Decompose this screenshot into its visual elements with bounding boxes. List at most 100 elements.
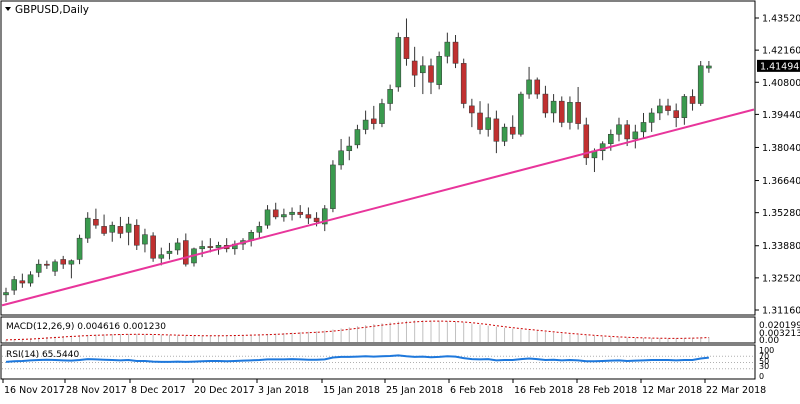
candle-bear[interactable] [313,217,320,222]
current-price-label: 1.41494 [760,61,799,72]
candle-bear[interactable] [44,263,50,266]
candle-bear[interactable] [583,124,590,159]
candle-bull[interactable] [354,129,361,146]
price-tick-label: 1.32520 [762,273,800,284]
candle-bull[interactable] [648,112,655,123]
candle-bull[interactable] [281,214,287,218]
candle-bear[interactable] [297,211,304,215]
candle-bull[interactable] [550,100,557,114]
trendline[interactable] [1,108,755,307]
candle-bull[interactable] [632,131,639,140]
candle-bull[interactable] [362,119,369,130]
candle-bull[interactable] [166,250,173,254]
candle-bull[interactable] [76,237,83,260]
candle-bull[interactable] [289,211,295,215]
candle-bull[interactable] [518,93,524,135]
candle-bear[interactable] [60,259,66,265]
candle-bull[interactable] [199,246,205,250]
candle-bull[interactable] [256,226,263,233]
candle-bull[interactable] [35,263,42,273]
candle-bull[interactable] [3,292,9,296]
triangle-down-icon[interactable] [5,7,11,11]
macd-histogram-group [5,320,710,342]
candle-bull[interactable] [68,260,75,265]
candle-bear[interactable] [207,246,214,248]
candle-bull[interactable] [657,105,663,114]
candle-bull[interactable] [436,56,442,85]
candle-bull[interactable] [11,279,17,291]
candle-bull[interactable] [27,274,34,284]
candle-bull[interactable] [640,122,647,133]
candle-bear[interactable] [665,105,671,111]
candle-bull[interactable] [321,208,328,225]
candle-bear[interactable] [673,110,679,118]
candle-bear[interactable] [689,96,696,104]
candle-bull[interactable] [330,164,336,209]
candle-bear[interactable] [428,65,434,83]
candle-bull[interactable] [697,65,704,104]
candle-bear[interactable] [403,37,410,59]
candle-bear[interactable] [534,79,541,95]
candle-bear[interactable] [493,118,500,142]
candle-bull[interactable] [52,261,58,272]
macd-scale-signal: 0.003213 [759,329,800,339]
rsi-line [5,354,709,363]
candle-bull[interactable] [616,124,622,135]
candle-bull[interactable] [387,89,393,104]
candle-bear[interactable] [509,126,516,135]
candle-bull[interactable] [608,133,614,144]
candle-bull[interactable] [215,245,222,248]
candle-bear[interactable] [411,60,418,76]
candle-bull[interactable] [395,37,402,88]
candle-bull[interactable] [158,254,165,259]
candle-bear[interactable] [624,124,630,140]
candle-bear[interactable] [150,235,156,259]
candle-bear[interactable] [542,93,549,114]
candle-bear[interactable] [452,41,459,64]
candle-bull[interactable] [338,150,344,166]
candle-bear[interactable] [272,209,279,218]
date-tick-label: 22 Mar 2018 [706,385,766,396]
candle-bull[interactable] [174,242,181,251]
price-tick-label: 1.40800 [762,78,800,89]
candle-bull[interactable] [109,224,116,233]
candles-group [3,18,712,302]
candle-bull[interactable] [379,103,385,124]
candle-bear[interactable] [93,219,99,226]
macd-scale-zero: 0.00 [759,336,779,346]
candle-bull[interactable] [501,126,508,142]
candle-bear[interactable] [305,214,312,219]
candle-bull[interactable] [84,217,91,239]
candle-bull[interactable] [681,96,688,118]
candle-bear[interactable] [371,118,377,124]
candle-bear[interactable] [460,63,467,104]
candle-bear[interactable] [575,102,581,124]
candle-bull[interactable] [526,79,532,95]
price-tick-label: 1.38040 [762,143,800,154]
rsi-label: RSI(14) 65.5440 [6,350,79,360]
date-tick-label: 3 Jan 2018 [258,385,309,396]
candle-bear[interactable] [469,105,475,114]
price-tick-label: 1.42160 [762,46,800,57]
date-tick-label: 28 Feb 2018 [578,385,637,396]
candle-bull[interactable] [706,65,712,69]
candle-bull[interactable] [125,223,132,233]
candle-bear[interactable] [558,100,565,123]
date-tick-label: 15 Jan 2018 [323,385,380,396]
price-tick-label: 1.33880 [762,241,800,252]
candle-bull[interactable] [567,102,573,123]
candle-bull[interactable] [142,234,148,245]
price-tick-label: 1.39440 [762,110,800,121]
candle-bull[interactable] [485,117,491,130]
candle-bear[interactable] [133,224,140,246]
candle-bear[interactable] [117,226,124,234]
candle-bear[interactable] [477,112,483,130]
candle-bull[interactable] [420,65,426,74]
candle-bear[interactable] [101,226,107,234]
candle-bull[interactable] [444,41,451,57]
candle-bull[interactable] [346,145,353,152]
candle-bear[interactable] [19,280,26,284]
candle-bear[interactable] [183,240,189,265]
candle-bull[interactable] [264,209,271,226]
